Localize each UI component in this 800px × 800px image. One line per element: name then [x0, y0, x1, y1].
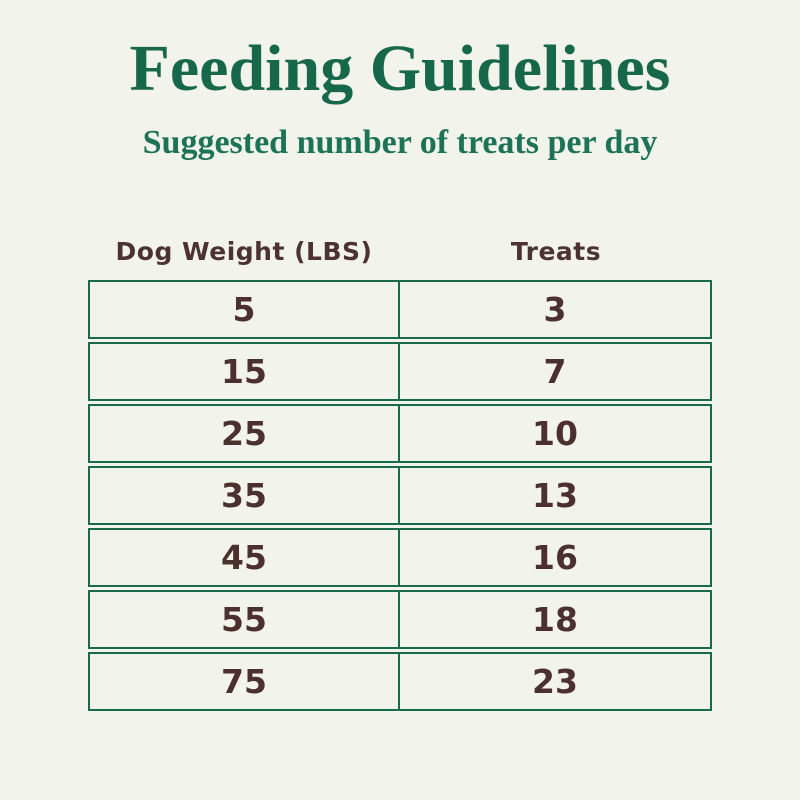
page-title: Feeding Guidelines	[129, 32, 671, 105]
table-row: 25 10	[88, 404, 712, 464]
weight-cell: 35	[90, 468, 400, 524]
table-row: 75 23	[88, 652, 712, 712]
weight-cell: 55	[90, 592, 400, 648]
feeding-table: Dog Weight (LBS) Treats 5 3 15 7 25 10 35 13 45 1…	[88, 237, 712, 712]
treats-cell: 7	[543, 352, 567, 392]
table-row: 45 16	[88, 528, 712, 588]
table-body: 5 3 15 7 25 10 35 13 45 16 55 18 75 23	[88, 280, 712, 712]
treats-cell: 16	[532, 538, 578, 578]
weight-cell: 45	[90, 530, 400, 586]
treats-cell: 23	[532, 662, 578, 702]
weight-cell: 15	[90, 344, 400, 400]
column-header-treats: Treats	[510, 237, 602, 267]
table-row: 15 7	[88, 342, 712, 402]
column-header-dog-weight: Dog Weight (LBS)	[115, 237, 373, 267]
table-row: 55 18	[88, 590, 712, 650]
treats-cell: 18	[532, 600, 578, 640]
weight-cell: 25	[90, 406, 400, 462]
page-subtitle: Suggested number of treats per day	[142, 124, 658, 161]
weight-cell: 75	[90, 654, 400, 710]
table-row: 35 13	[88, 466, 712, 526]
weight-cell: 5	[90, 282, 400, 338]
treats-cell: 13	[532, 476, 578, 516]
table-header-row: Dog Weight (LBS) Treats	[88, 237, 712, 266]
treats-cell: 10	[532, 414, 578, 454]
treats-cell: 3	[543, 290, 567, 330]
